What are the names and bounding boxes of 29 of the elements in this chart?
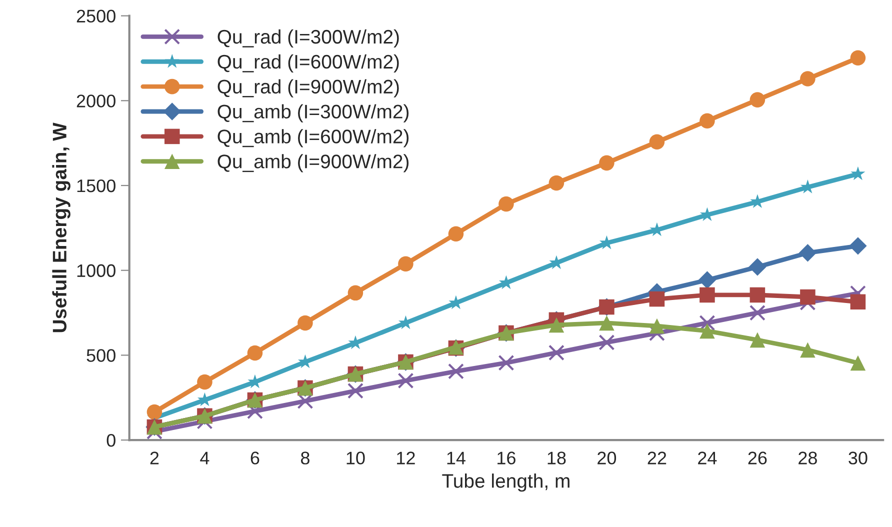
x-tick-label: 20 — [598, 452, 616, 464]
x-tick-label: 24 — [698, 452, 717, 464]
x-tick-label: 30 — [848, 452, 868, 464]
x-tick-label: 26 — [748, 452, 767, 464]
x-tick-label: 18 — [548, 452, 566, 464]
legend-label: Qu_amb (I=900W/m2) — [218, 154, 409, 172]
legend-label: Qu_amb (I=300W/m2) — [218, 104, 409, 122]
legend-label: Qu_rad (I=300W/m2) — [218, 29, 399, 48]
legend-label: Qu_rad (I=900W/m2) — [218, 79, 399, 98]
x-tick-label: 14 — [447, 452, 466, 464]
x-tick-label: 6 — [250, 452, 260, 464]
y-tick-label: 0 — [106, 434, 116, 447]
y-axis-title: Usefull Energy gain, W — [52, 122, 70, 332]
y-tick-label: 2500 — [76, 10, 116, 23]
y-tick-label: 1000 — [77, 264, 116, 278]
y-tick-label: 500 — [86, 349, 116, 362]
x-tick-label: 28 — [798, 452, 817, 464]
x-tick-label: 2 — [150, 452, 159, 464]
legend-label: Qu_amb (I=600W/m2) — [218, 129, 409, 148]
x-axis-title: Tube length, m — [442, 474, 570, 492]
x-tick-label: 10 — [346, 452, 365, 464]
x-tick-label: 8 — [300, 452, 310, 464]
y-tick-label: 1500 — [77, 179, 116, 192]
x-tick-label: 4 — [200, 452, 210, 464]
x-tick-label: 22 — [648, 452, 666, 464]
x-tick-label: 16 — [498, 452, 516, 464]
x-tick-label: 12 — [397, 452, 415, 464]
legend-label: Qu_rad (I=600W/m2) — [218, 54, 399, 72]
y-tick-label: 2000 — [76, 94, 116, 108]
